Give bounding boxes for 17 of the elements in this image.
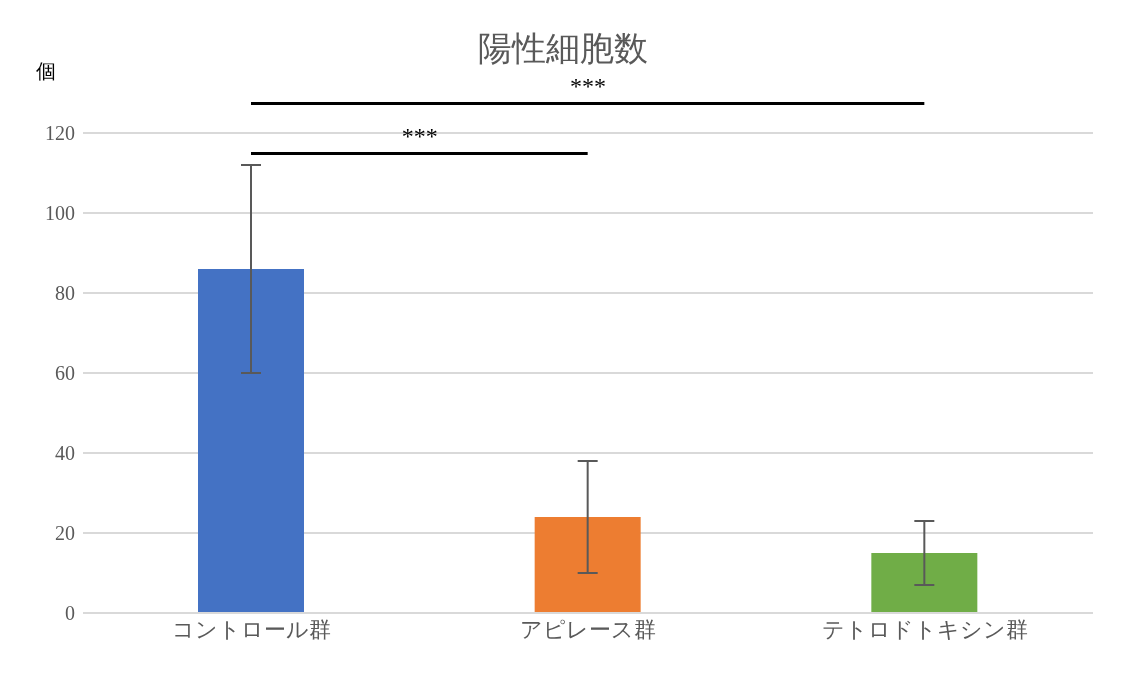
x-tick-label: テトロドトキシン群 [821, 616, 1028, 642]
y-tick-label: 20 [55, 522, 75, 545]
annotation: *** [400, 123, 439, 150]
bar [871, 553, 978, 613]
y-axis-title: 個 [36, 59, 56, 84]
bar [534, 517, 641, 613]
x-tick-label: コントロール群 [171, 616, 331, 642]
y-tick-label: 100 [45, 202, 75, 225]
bar [198, 269, 304, 613]
y-tick-label: 60 [55, 362, 75, 385]
y-tick-label: 120 [45, 122, 75, 145]
chart-title: 陽性細胞数 [478, 30, 648, 67]
text: *** [569, 73, 607, 100]
y-tick-label: 40 [55, 442, 75, 465]
y-tick-label: 80 [55, 282, 75, 305]
x-tick-label: アピレース群 [520, 616, 656, 642]
y-tick-label: 0 [65, 602, 75, 625]
